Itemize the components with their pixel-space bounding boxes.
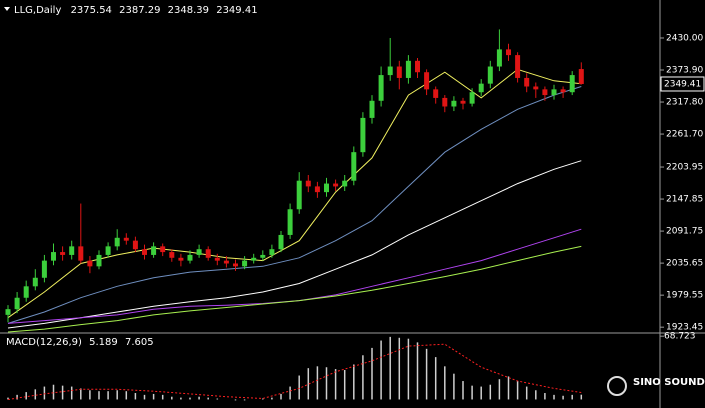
moving-average bbox=[7, 160, 582, 329]
low-value: 2348.39 bbox=[168, 5, 209, 16]
candle-body bbox=[342, 180, 348, 187]
candle-body bbox=[260, 254, 266, 258]
candle-body bbox=[223, 260, 229, 264]
candle-body bbox=[233, 263, 238, 267]
logo: SINO SOUND bbox=[607, 376, 705, 396]
y-tick-label: 2203.95 bbox=[666, 163, 703, 173]
macd-title: MACD(12,26,9) bbox=[6, 337, 82, 348]
candle-body bbox=[278, 234, 284, 250]
y-tick-label: 2373.90 bbox=[666, 66, 703, 76]
candle-body bbox=[169, 252, 175, 258]
signal-line bbox=[7, 343, 582, 400]
y-tick-label: 2261.70 bbox=[666, 130, 703, 140]
y-tick-label: 2317.80 bbox=[666, 98, 703, 108]
candle-body bbox=[387, 66, 393, 76]
moving-average bbox=[7, 86, 582, 324]
candle-body bbox=[469, 92, 475, 104]
chart-title: LLG,Daily bbox=[14, 5, 61, 16]
candle-body bbox=[451, 100, 457, 107]
candle-body bbox=[214, 257, 220, 261]
candle-body bbox=[296, 180, 302, 210]
candle-body bbox=[132, 240, 138, 250]
candle-body bbox=[515, 55, 521, 78]
candle-body bbox=[351, 152, 357, 181]
candle-body bbox=[460, 100, 466, 104]
candle-body bbox=[178, 257, 184, 261]
menu-icon bbox=[4, 7, 10, 11]
candle-body bbox=[360, 117, 366, 153]
high-value: 2387.29 bbox=[119, 5, 160, 16]
candle-body bbox=[506, 49, 511, 56]
price-marker bbox=[660, 76, 705, 92]
candle-body bbox=[69, 246, 75, 255]
candle-body bbox=[578, 69, 584, 84]
y-tick-label: 2430.00 bbox=[666, 33, 703, 43]
candle-body bbox=[242, 260, 248, 267]
candle-body bbox=[23, 286, 29, 298]
macd-value: 5.189 bbox=[89, 337, 118, 348]
candle-body bbox=[114, 237, 120, 247]
candle-body bbox=[87, 260, 93, 267]
candle-body bbox=[142, 249, 147, 255]
macd-header: MACD(12,26,9) 5.189 7.605 bbox=[6, 337, 154, 348]
candle-body bbox=[496, 49, 502, 67]
y-tick-label: 2091.75 bbox=[666, 227, 703, 237]
logo-mark bbox=[607, 376, 627, 396]
candle-body bbox=[369, 100, 375, 118]
candle-body bbox=[205, 249, 211, 258]
candle-body bbox=[314, 186, 320, 193]
candle-body bbox=[187, 254, 193, 261]
candle-body bbox=[533, 86, 539, 90]
candle-body bbox=[560, 89, 566, 93]
candle-body bbox=[5, 309, 11, 315]
candle-body bbox=[305, 180, 311, 187]
candle-body bbox=[487, 66, 493, 84]
candle-body bbox=[396, 66, 402, 78]
signal-value: 7.605 bbox=[125, 337, 154, 348]
candle-body bbox=[442, 97, 448, 107]
chart-header: LLG,Daily 2375.54 2387.29 2348.39 2349.4… bbox=[14, 5, 258, 16]
candle-body bbox=[524, 77, 530, 87]
candle-body bbox=[569, 75, 575, 93]
candle-body bbox=[333, 183, 339, 187]
candle-body bbox=[41, 260, 47, 278]
open-value: 2375.54 bbox=[71, 5, 112, 16]
y-tick-label: 2035.65 bbox=[666, 259, 703, 269]
candle-body bbox=[60, 252, 66, 255]
candle-body bbox=[287, 209, 293, 235]
candle-body bbox=[433, 89, 439, 98]
candle-body bbox=[14, 297, 20, 310]
logo-text: SINO SOUND bbox=[633, 377, 705, 388]
candle-body bbox=[324, 183, 329, 193]
candle-body bbox=[251, 257, 257, 261]
candle-body bbox=[542, 89, 548, 96]
candle-body bbox=[405, 60, 411, 78]
candle-body bbox=[160, 246, 166, 253]
candle-body bbox=[105, 246, 111, 255]
candle-body bbox=[151, 246, 157, 255]
y-tick-label: 68.723 bbox=[664, 332, 696, 342]
candle-body bbox=[96, 254, 102, 267]
candle-body bbox=[269, 249, 275, 255]
candle-body bbox=[32, 277, 38, 287]
candle-body bbox=[415, 60, 420, 73]
y-tick-label: 1979.55 bbox=[666, 291, 703, 301]
close-value: 2349.41 bbox=[216, 5, 257, 16]
candle-body bbox=[424, 72, 430, 90]
price-marker-label: 2349.41 bbox=[664, 79, 701, 89]
y-tick-label: 1923.45 bbox=[666, 323, 703, 333]
candle-body bbox=[51, 252, 56, 261]
candle-body bbox=[78, 246, 84, 261]
moving-average bbox=[7, 68, 582, 319]
y-tick-label: 2147.85 bbox=[666, 195, 703, 205]
candle-body bbox=[123, 237, 129, 241]
moving-average bbox=[7, 245, 582, 333]
candle-body bbox=[378, 75, 384, 101]
candle-body bbox=[478, 83, 484, 93]
candle-body bbox=[196, 249, 202, 255]
candle-body bbox=[551, 89, 557, 96]
